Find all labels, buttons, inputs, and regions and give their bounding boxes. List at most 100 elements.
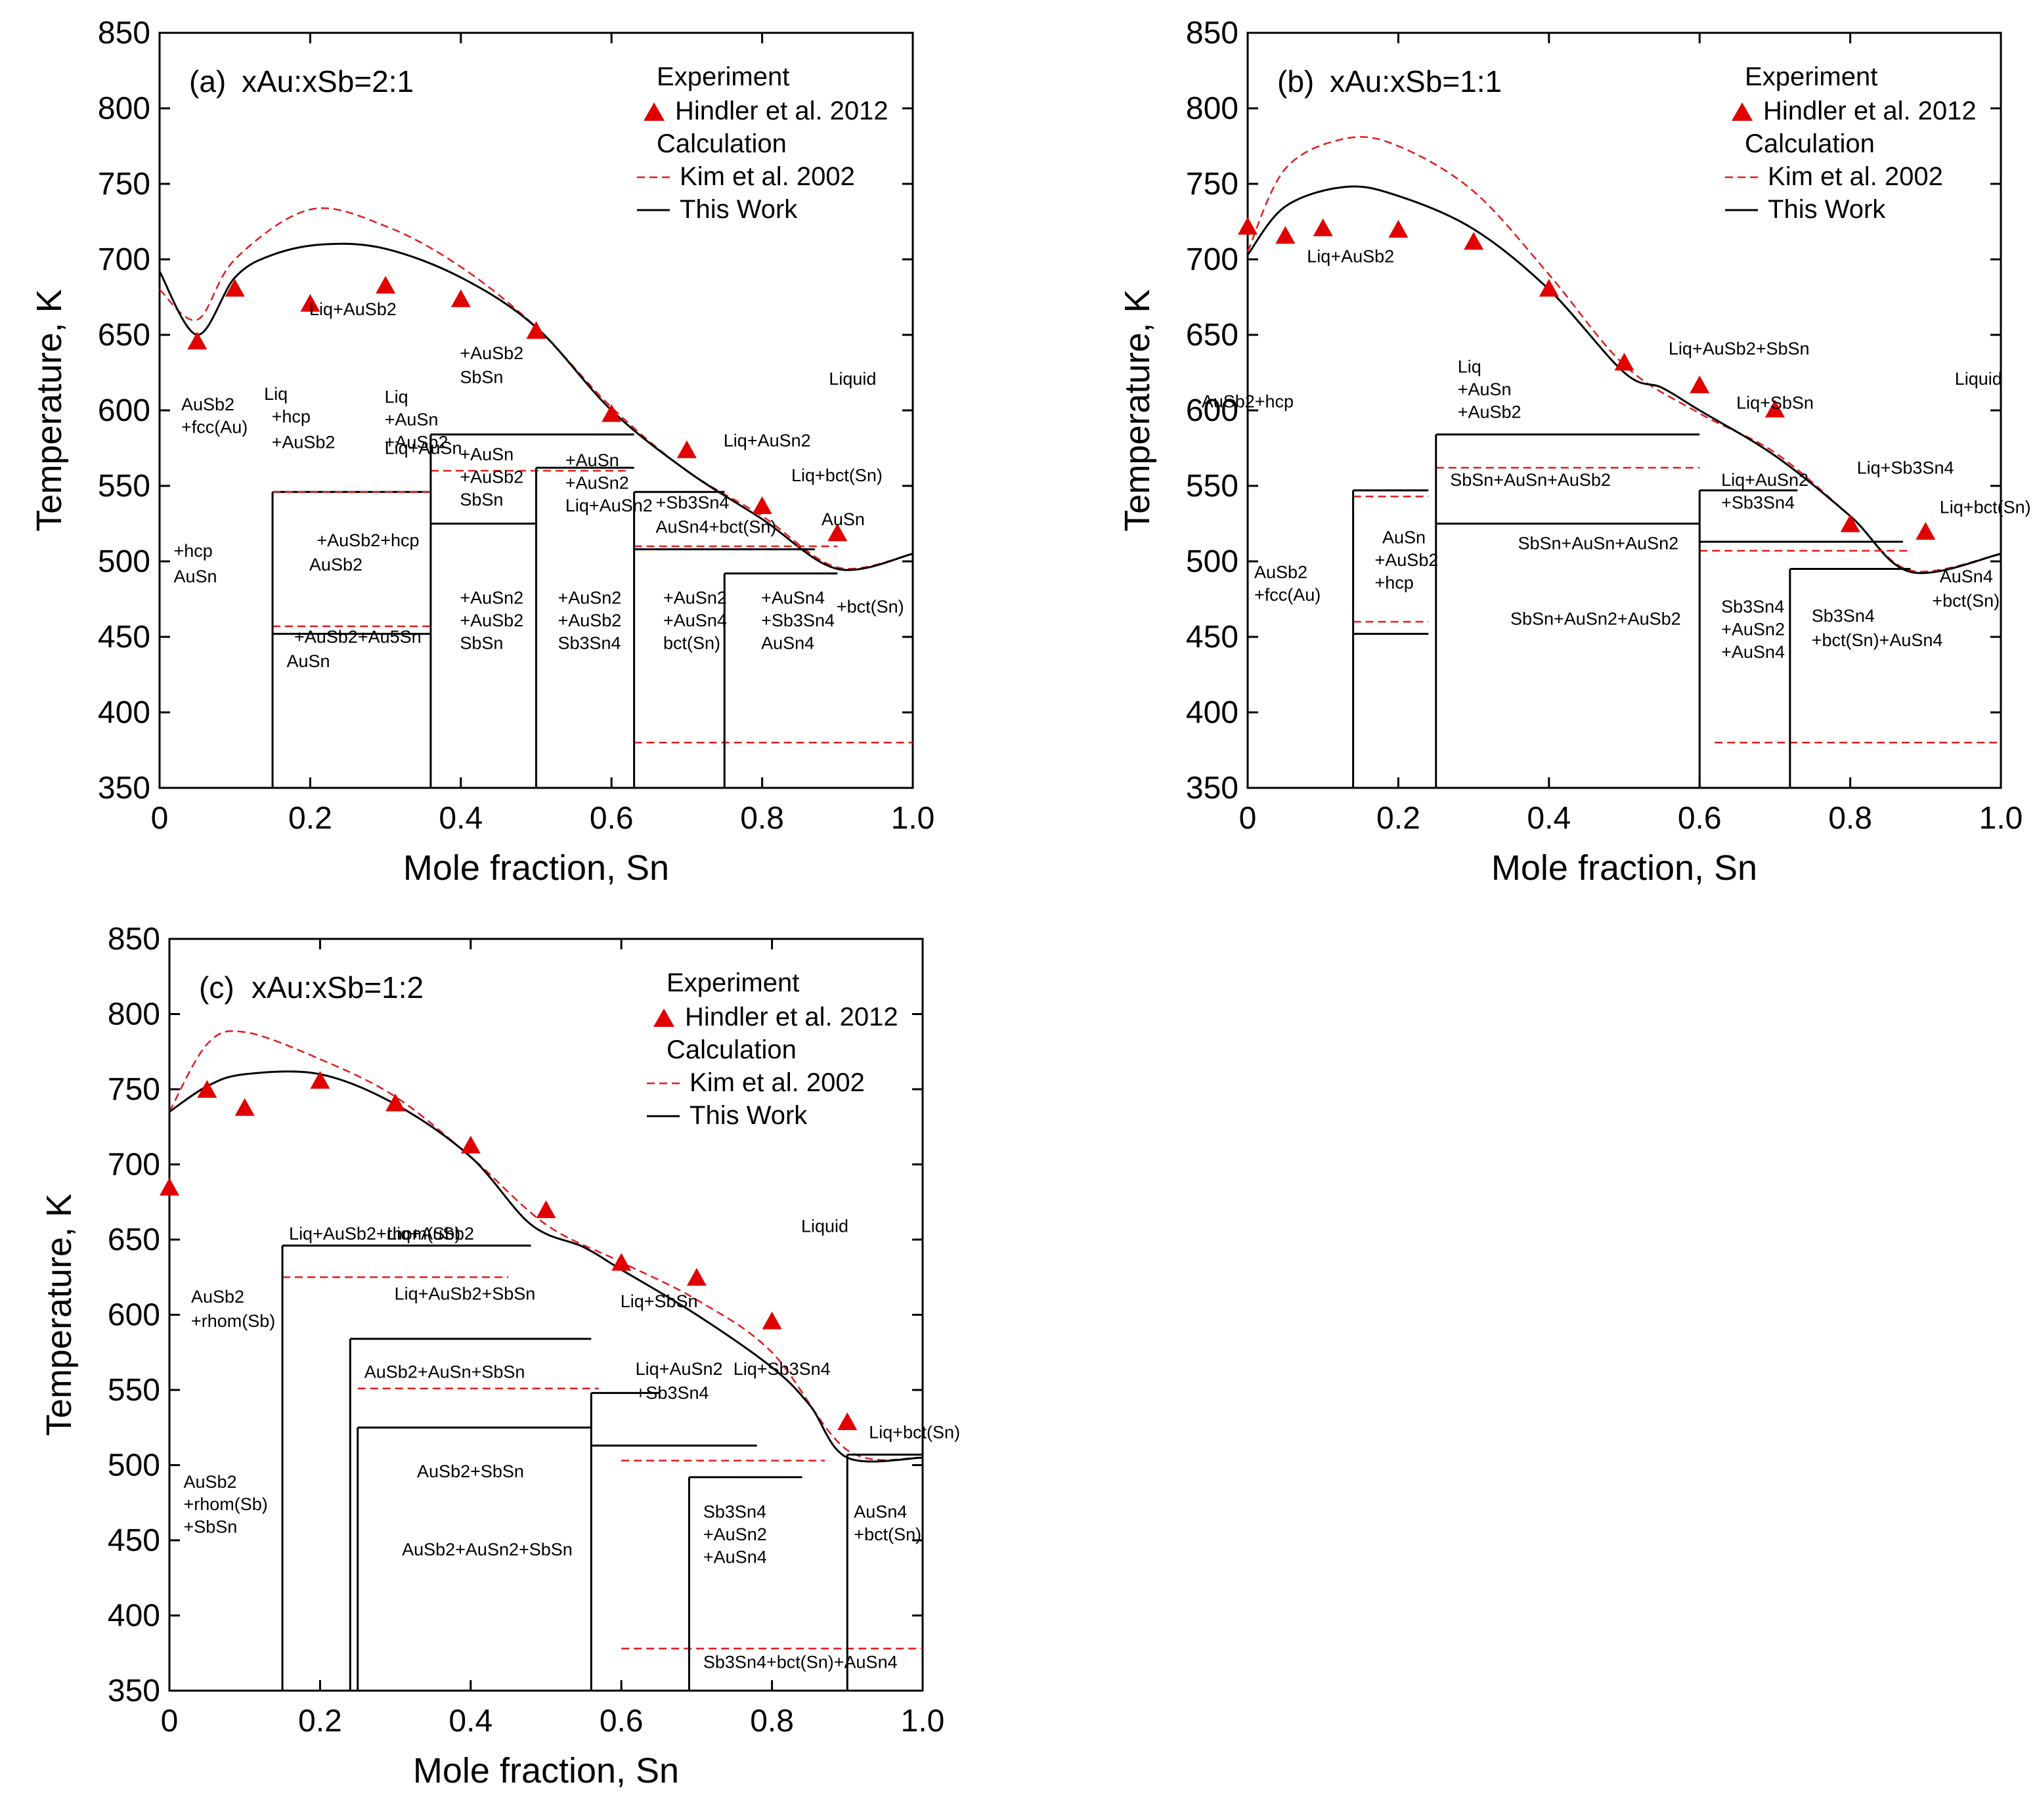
panel-label: (c) xyxy=(199,970,234,1005)
experiment-point xyxy=(1690,375,1710,393)
x-axis-title: Mole fraction, Sn xyxy=(413,1751,679,1790)
liquidus-this-work xyxy=(158,242,913,571)
y-axis-title: Temperature, K xyxy=(30,289,69,531)
plot-frame xyxy=(1246,32,2002,789)
x-tick-label: 0.8 xyxy=(740,801,784,836)
region-label: AuSb2+AuSn+SbSn xyxy=(364,1362,525,1382)
region-label: +AuSb2 xyxy=(558,611,621,630)
experiment-point xyxy=(1313,218,1333,236)
region-label: SbSn+AuSn+AuSn2 xyxy=(1518,534,1678,553)
x-tick-label: 0.8 xyxy=(750,1704,794,1739)
region-label: +AuSn2 xyxy=(703,1525,767,1544)
y-tick-label: 800 xyxy=(108,997,160,1032)
experiment-point xyxy=(376,276,396,294)
x-tick-label: 1.0 xyxy=(891,801,935,836)
region-label: SbSn xyxy=(460,633,503,653)
experiment-point xyxy=(1464,232,1484,250)
legend-triangle-marker xyxy=(1732,102,1753,121)
region-label: Liq+AuSb2+SbSn xyxy=(1669,339,1810,358)
y-tick-label: 650 xyxy=(108,1223,160,1257)
region-label: +AuSn2 xyxy=(1721,620,1785,639)
region-label: Liq+AuSn2 xyxy=(1721,470,1808,490)
x-axis-title: Mole fraction, Sn xyxy=(403,848,669,888)
x-tick-label: 0.2 xyxy=(298,1704,342,1739)
region-label: Liquid xyxy=(801,1217,848,1236)
region-label: Liq+AuSn2 xyxy=(565,496,653,515)
region-label: AuSb2 xyxy=(181,395,234,414)
y-tick-label: 350 xyxy=(98,771,150,806)
region-label: +AuSn4 xyxy=(761,588,825,607)
x-tick-label: 0.4 xyxy=(439,801,483,836)
region-label: +rhom(Sb) xyxy=(191,1311,275,1331)
y-tick-label: 700 xyxy=(108,1148,160,1182)
region-label: SbSn+AuSn2+AuSb2 xyxy=(1510,609,1681,629)
legend-calculation-header: Calculation xyxy=(657,129,787,158)
y-axis-title: Temperature, K xyxy=(39,1194,79,1436)
region-label: +hcp xyxy=(173,541,212,561)
experiment-point xyxy=(1614,353,1634,371)
y-tick-label: 400 xyxy=(98,695,150,730)
region-label: +AuSb2 xyxy=(1458,402,1522,422)
region-label: Sb3Sn4 xyxy=(558,633,621,653)
experiment-point xyxy=(234,1098,255,1116)
experiment-point xyxy=(187,332,208,350)
region-label: SbSn+AuSn+AuSb2 xyxy=(1450,470,1611,490)
legend-kim: Kim et al. 2002 xyxy=(1768,162,1943,191)
liquidus-kim-2002 xyxy=(1246,136,2002,573)
region-label: Liq+AuSn2 xyxy=(724,431,811,450)
legend-calculation-header: Calculation xyxy=(667,1035,797,1064)
region-label: AuSn4 xyxy=(761,633,814,653)
region-label: +AuSn4 xyxy=(1721,642,1785,662)
region-label: Liq+AuSb2+SbSn xyxy=(395,1284,536,1304)
panel-title: xAu:xSb=1:2 xyxy=(252,970,424,1005)
region-label: +AuSn xyxy=(385,410,439,429)
y-tick-label: 750 xyxy=(98,167,150,202)
y-axis-title: Temperature, K xyxy=(1118,289,1157,531)
region-label: +AuSb2 xyxy=(272,433,336,452)
region-label: AuSn xyxy=(287,651,330,671)
panel-a: 350 400 450 500 550 600 650 700 750 800 850 0 0.2 0.4… xyxy=(30,16,934,888)
region-label: Sb3Sn4 xyxy=(1721,597,1784,617)
region-label: Liq xyxy=(264,384,288,404)
experiment-point xyxy=(225,278,245,297)
region-label: Sb3Sn4 xyxy=(1812,606,1875,626)
y-tick-label: 750 xyxy=(1186,167,1238,202)
region-label: AuSn4 xyxy=(1940,567,1993,586)
experiment-point xyxy=(450,289,471,307)
region-label: AuSb2+hcp xyxy=(1202,391,1294,411)
region-label: Liq+SbSn xyxy=(1736,393,1814,413)
region-label: AuSn4+bct(Sn) xyxy=(656,517,777,536)
region-label: +AuSn xyxy=(460,444,514,464)
experiment-point xyxy=(1275,226,1296,244)
y-tick-label: 600 xyxy=(1186,393,1238,428)
region-label: bct(Sn) xyxy=(663,633,720,653)
liquidus-this-work xyxy=(1246,185,2002,574)
region-label: AuSn xyxy=(173,567,217,586)
experiment-point xyxy=(611,1253,632,1271)
region-label: AuSb2 xyxy=(309,555,362,574)
experiment-point xyxy=(762,1311,782,1330)
y-tick-label: 550 xyxy=(98,469,150,504)
experiment-point xyxy=(526,321,546,339)
region-label: AuSb2+SbSn xyxy=(417,1462,524,1481)
experiment-point xyxy=(837,1412,858,1431)
region-label: +AuSb2 xyxy=(1375,550,1439,570)
experiment-point xyxy=(676,440,697,458)
region-label: +AuSb2+Au5Sn xyxy=(294,627,422,647)
region-label: +rhom(Sb) xyxy=(183,1494,267,1514)
region-label: +fcc(Au) xyxy=(181,418,248,437)
region-label: Liq+AuSb2+rhom(Sb) xyxy=(289,1224,460,1244)
region-label: Liq xyxy=(385,387,408,407)
x-tick-label: 0.2 xyxy=(288,801,332,836)
experiment-point xyxy=(1388,220,1409,238)
region-label: Liq+bct(Sn) xyxy=(869,1422,960,1442)
legend-experiment-header: Experiment xyxy=(667,968,799,997)
legend-this-work: This Work xyxy=(680,195,798,224)
region-label: Liq+Sb3Sn4 xyxy=(1857,458,1954,478)
x-tick-label: 0.4 xyxy=(1527,801,1571,836)
y-tick-label: 600 xyxy=(108,1298,160,1333)
region-label: Sb3Sn4+bct(Sn)+AuSn4 xyxy=(703,1653,898,1672)
legend-triangle-marker xyxy=(653,1008,675,1027)
region-label: +Sb3Sn4 xyxy=(656,493,730,513)
region-label: +Sb3Sn4 xyxy=(636,1383,709,1403)
